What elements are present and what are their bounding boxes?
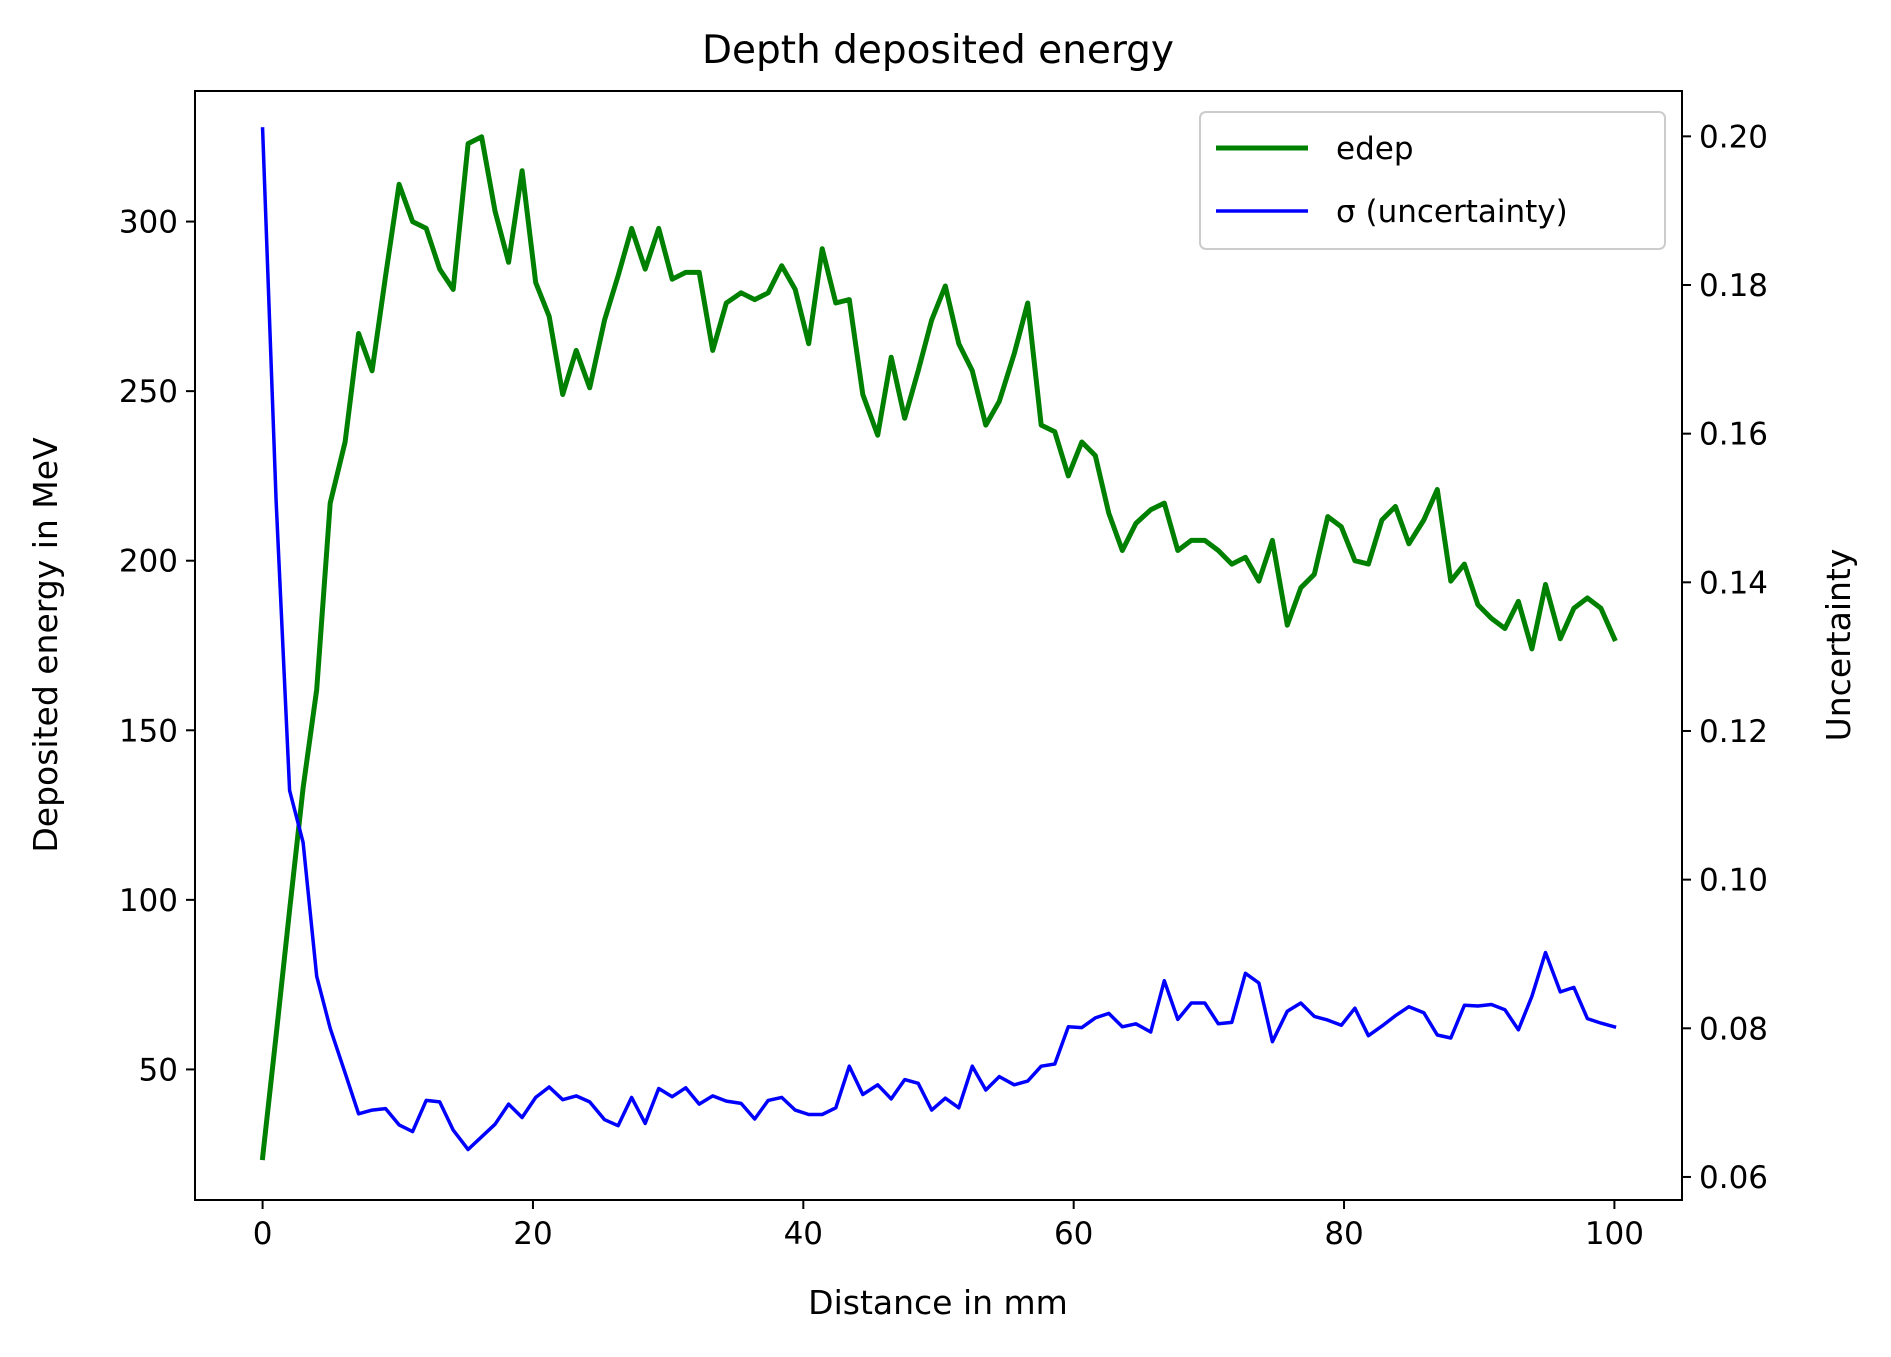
y-right-tick-label: 0.06	[1699, 1160, 1768, 1196]
y-left-tick-label: 150	[119, 713, 178, 749]
series-line-edep	[259, 134, 1618, 1161]
y-axis-right-label: Uncertainty	[1819, 549, 1858, 742]
legend-box	[1199, 111, 1666, 250]
x-tick-label: 20	[513, 1216, 552, 1252]
plot-area	[194, 90, 1683, 1201]
y-axis-right: 0.06 0.08 0.10 0.12 0.14 0.16 0.18 0.20	[1682, 119, 1768, 1196]
y-right-tick-label: 0.08	[1699, 1011, 1768, 1047]
legend-label-edep: edep	[1336, 131, 1414, 167]
y-left-tick-label: 200	[119, 544, 178, 580]
series-line-uncertainty	[260, 127, 1617, 1152]
y-left-tick-label: 50	[139, 1052, 178, 1088]
x-tick-label: 0	[253, 1216, 273, 1252]
x-axis-label: Distance in mm	[808, 1283, 1068, 1322]
x-tick-label: 100	[1585, 1216, 1644, 1252]
y-right-tick-label: 0.10	[1699, 863, 1768, 899]
y-right-tick-label: 0.12	[1699, 714, 1768, 750]
y-right-tick-label: 0.16	[1699, 417, 1768, 453]
series-layer	[259, 127, 1618, 1161]
x-tick-label: 80	[1324, 1216, 1363, 1252]
y-right-tick-label: 0.18	[1699, 268, 1768, 304]
y-left-tick-label: 300	[119, 205, 178, 241]
legend: edep σ (uncertainty)	[1199, 111, 1666, 250]
y-axis-left-label: Deposited energy in MeV	[26, 437, 65, 853]
legend-label-uncertainty: σ (uncertainty)	[1336, 194, 1568, 230]
x-tick-label: 60	[1054, 1216, 1093, 1252]
y-right-tick-label: 0.14	[1699, 565, 1768, 601]
y-left-tick-label: 100	[119, 883, 178, 919]
y-left-tick-label: 250	[119, 374, 178, 410]
x-axis: 0 20 40 60 80 100	[253, 1200, 1644, 1252]
plot-frame	[194, 90, 1683, 1201]
y-axis-left: 50 100 150 200 250 300	[119, 205, 195, 1088]
chart-title: Depth deposited energy	[702, 28, 1174, 73]
y-right-tick-label: 0.20	[1699, 119, 1768, 155]
x-tick-label: 40	[784, 1216, 823, 1252]
